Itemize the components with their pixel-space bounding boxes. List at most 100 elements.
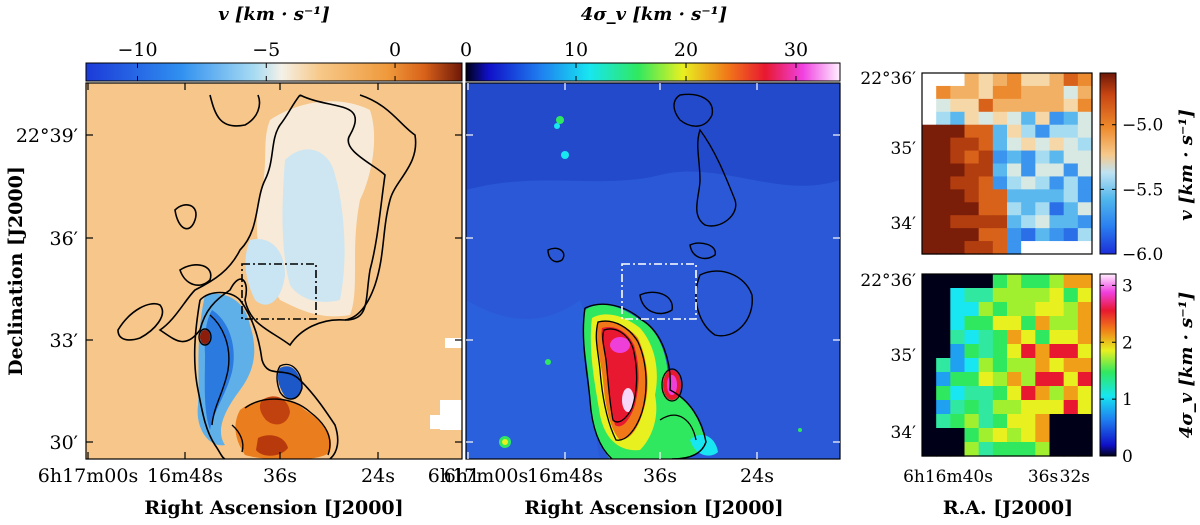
zoom-pixel — [1077, 302, 1093, 317]
zoom-pixel — [936, 344, 951, 359]
top-right-colorbar-ticks: −5.0 −5.5 −6.0 — [1100, 116, 1163, 265]
zoom-pixel — [978, 442, 994, 457]
zoom-pixel — [1049, 372, 1065, 387]
zoom-pixel — [1021, 215, 1036, 229]
zoom-pixel — [1021, 400, 1036, 415]
zoom-pixel — [922, 316, 937, 331]
zoom-pixel — [964, 330, 980, 345]
zoom-pixel — [922, 288, 937, 303]
zoom-pixel — [936, 288, 951, 303]
velocity-red-patch-2 — [256, 435, 288, 456]
x-tick-label: 6h16m40s — [903, 467, 993, 487]
y-tick-label: 22°36′ — [860, 271, 916, 291]
zoom-pixel — [1035, 358, 1051, 373]
zoom-pixel — [1077, 288, 1093, 303]
zoom-pixel — [992, 274, 1008, 289]
zoom-pixel — [1007, 302, 1022, 317]
colorbar-tick-label: 0 — [460, 39, 472, 61]
zoom-pixel — [964, 442, 980, 457]
zoom-pixel — [978, 85, 994, 100]
zoom-pixel — [1035, 330, 1051, 345]
dispersion-contour — [582, 307, 613, 459]
left-x-axis-label: Right Ascension [J2000] — [144, 497, 403, 519]
zoom-pixel — [1035, 274, 1051, 289]
x-tick-label: 24s — [740, 465, 774, 487]
zoom-pixel — [1035, 400, 1051, 415]
middle-dispersion-map — [465, 82, 841, 460]
zoom-pixel — [1049, 274, 1065, 289]
zoom-pixel — [1063, 316, 1079, 331]
zoom-pixel — [1021, 344, 1036, 359]
zoom-pixel — [1035, 241, 1051, 255]
zoom-pixel — [936, 274, 951, 289]
dispersion-speck — [556, 116, 564, 124]
zoom-pixel — [1021, 241, 1036, 255]
dispersion-zoom-box — [621, 263, 697, 320]
zoom-pixel — [1063, 163, 1079, 178]
zoom-pixel — [978, 372, 994, 387]
zoom-pixel — [950, 344, 966, 359]
zoom-pixel — [964, 124, 980, 139]
zoom-pixel — [936, 124, 951, 139]
zoom-pixel — [964, 215, 980, 229]
zoom-pixel — [1063, 215, 1079, 229]
left-colorbar: −10 −5 0 v [km · s⁻¹] — [85, 4, 463, 82]
zoom-pixel — [936, 150, 951, 165]
dispersion-contour — [639, 291, 673, 315]
zoom-pixel — [1035, 202, 1051, 216]
velocity-contour-1 — [209, 94, 261, 127]
zoom-pixel — [1049, 202, 1065, 216]
zoom-pixel — [1007, 358, 1022, 373]
zoom-pixel — [1049, 316, 1065, 331]
zoom-pixel — [922, 111, 937, 126]
zoom-pixel — [978, 302, 994, 317]
zoom-pixel — [1049, 176, 1065, 190]
zoom-pixel — [1021, 111, 1036, 126]
zoom-pixel — [1007, 330, 1022, 345]
velocity-blue-knot — [277, 366, 302, 400]
zoom-pixel — [950, 98, 966, 113]
x-tick-label: 6h17m00s — [428, 465, 528, 487]
zoom-pixel — [978, 288, 994, 303]
zoom-pixel — [992, 176, 1008, 190]
zoom-pixel — [1007, 202, 1022, 216]
zoom-pixel — [1049, 442, 1065, 457]
zoom-pixel — [950, 302, 966, 317]
zoom-pixel — [1077, 344, 1093, 359]
zoom-pixel — [1035, 442, 1051, 457]
zoom-pixel — [1035, 386, 1051, 401]
zoom-pixel — [1021, 137, 1036, 152]
y-tick-label: 33′ — [50, 330, 79, 352]
velocity-contour-13 — [198, 328, 212, 346]
zoom-pixel — [1063, 274, 1079, 289]
velocity-blank-pixels-3 — [445, 338, 462, 348]
zoom-pixel — [922, 176, 937, 190]
zoom-pixel — [936, 330, 951, 345]
zoom-pixel — [936, 163, 951, 178]
zoom-pixel — [1021, 372, 1036, 387]
top-right-frame — [921, 72, 1093, 255]
zoom-pixel — [1077, 163, 1093, 178]
tick-labels: 22°39′36′33′30′6h17m00s 16m48s 36s 24s 6h16h… — [16, 69, 1090, 487]
left-colorbar-label: v [km · s⁻¹] — [218, 4, 330, 25]
zoom-pixel — [1063, 228, 1079, 242]
dispersion-contour — [673, 93, 714, 127]
zoom-pixel — [922, 442, 937, 457]
zoom-pixel — [978, 228, 994, 242]
zoom-pixel — [1063, 137, 1079, 152]
zoom-pixel — [1077, 274, 1093, 289]
zoom-pixel — [964, 302, 980, 317]
zoom-pixel — [1021, 176, 1036, 190]
zoom-pixel — [1035, 85, 1051, 100]
velocity-light-blue-filament — [282, 149, 345, 302]
zoom-pixel — [1049, 241, 1065, 255]
zoom-pixel — [1077, 316, 1093, 331]
velocity-zoom-box — [241, 263, 317, 320]
zoom-pixel — [1007, 316, 1022, 331]
zoom-pixel — [1021, 228, 1036, 242]
dispersion-white-spot — [622, 388, 634, 412]
zoom-pixel — [1063, 85, 1079, 100]
zoom-pixel — [1035, 176, 1051, 190]
dispersion-contour — [547, 247, 565, 263]
zoom-pixel — [964, 400, 980, 415]
